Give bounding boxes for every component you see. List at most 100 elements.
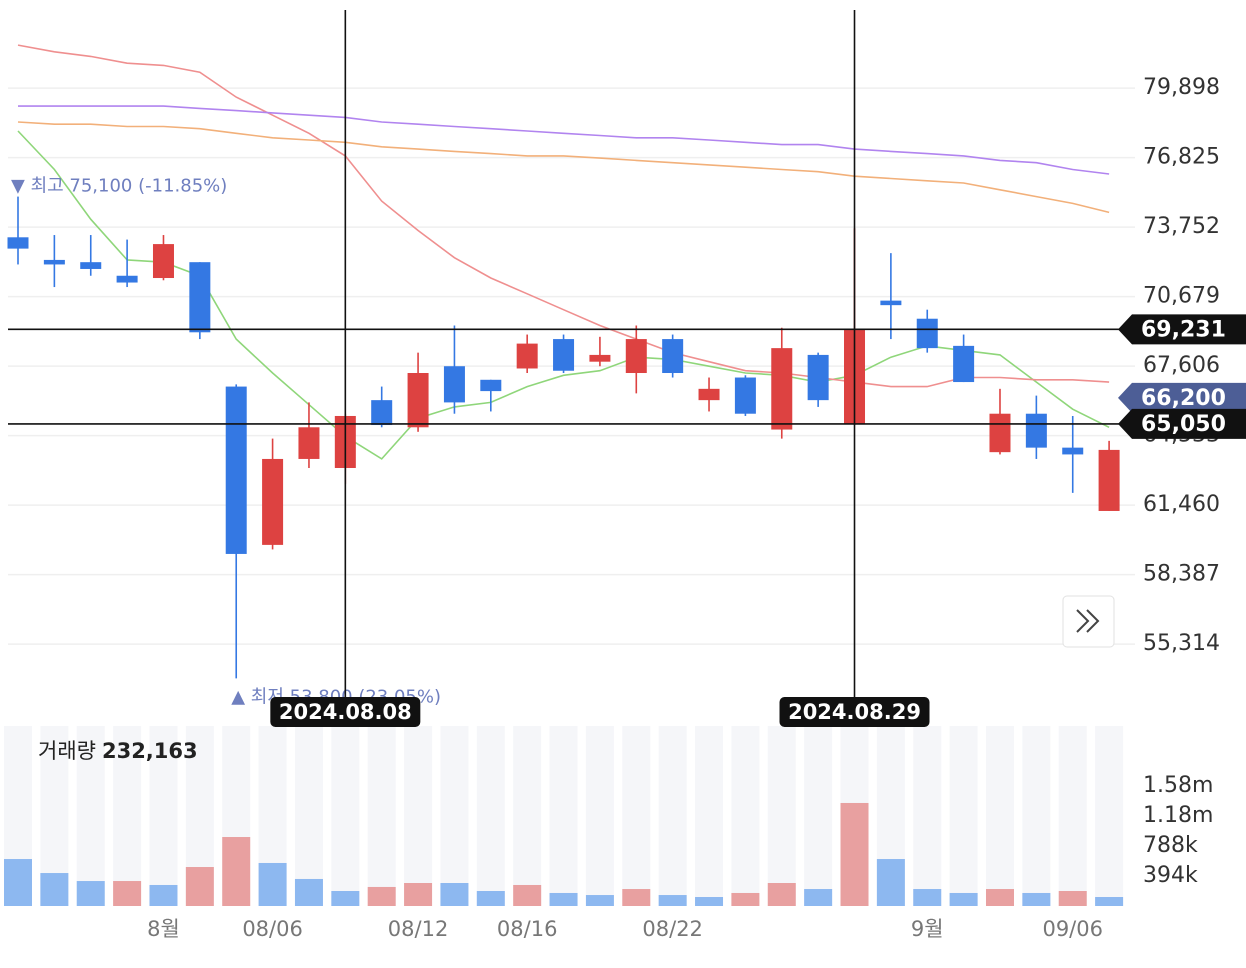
volume-band (658, 726, 687, 906)
candle-body (480, 379, 502, 392)
x-tick-label: 08/12 (388, 917, 449, 941)
volume-bar (840, 802, 869, 906)
date-badge (270, 697, 421, 727)
volume-title-name: 거래량 (38, 739, 96, 763)
volume-bar (404, 883, 433, 906)
volume-bar (1058, 891, 1087, 906)
volume-bar (913, 889, 942, 906)
volume-band (549, 726, 578, 906)
candle-body (43, 259, 65, 265)
volume-bar (331, 891, 360, 906)
volume-band (585, 726, 614, 906)
x-tick-label: 08/06 (242, 917, 303, 941)
x-tick-label: 08/16 (497, 917, 558, 941)
volume-bar (367, 886, 396, 906)
scroll-button[interactable] (1062, 595, 1115, 648)
volume-bar (1022, 892, 1051, 906)
candle-body (916, 318, 938, 349)
x-tick-label: 9월 (911, 917, 944, 941)
candle-body (516, 343, 538, 369)
y-tick-label: 394k (1143, 863, 1198, 888)
x-tick-label: 08/22 (642, 917, 703, 941)
volume-bar (658, 895, 687, 906)
volume-bar (585, 895, 614, 906)
price-badge-label: 66,200 (1141, 386, 1226, 411)
volume-bar (294, 878, 323, 906)
volume-band (804, 726, 833, 906)
volume-band (913, 726, 942, 906)
volume-band (1058, 726, 1087, 906)
candle-body (771, 348, 793, 430)
volume-band (76, 726, 105, 906)
volume-band (367, 726, 396, 906)
volume-band (476, 726, 505, 906)
plot: 55,31458,38761,46064,53367,60670,67973,7… (7, 10, 1220, 707)
moving-average-line (17, 44, 1110, 388)
x-tick-label: 8월 (147, 917, 180, 941)
volume-bar (76, 881, 105, 906)
volume-bar (185, 867, 214, 906)
date-label: 2024.08.29 (788, 700, 921, 724)
volume-bar (149, 884, 178, 906)
candle-body (880, 300, 902, 306)
y-tick-label: 55,314 (1143, 631, 1220, 656)
volume-band (1095, 726, 1124, 906)
candle-body (989, 413, 1011, 453)
volume-title: 거래량 232,163 (38, 739, 198, 763)
volume-bar (695, 897, 724, 906)
price-badge (1118, 382, 1246, 413)
volume-bar (222, 837, 251, 906)
high-annotation: ▼ 최고 75,100 (-11.85%) (11, 176, 227, 197)
volume-bar (622, 889, 651, 906)
volume-band (731, 726, 760, 906)
volume-band (440, 726, 469, 906)
volume-band (331, 726, 360, 906)
volume-bar (113, 881, 142, 906)
candle-body (371, 400, 393, 426)
price-badge (1118, 408, 1246, 439)
y-tick-label: 76,825 (1143, 145, 1220, 170)
candle-body (807, 354, 829, 401)
candle-body (1098, 449, 1120, 511)
volume-bar (549, 892, 578, 906)
y-tick-label: 73,752 (1143, 214, 1220, 239)
y-tick-label: 1.58m (1143, 773, 1213, 798)
candle-body (734, 377, 756, 414)
price-badge-label: 65,050 (1141, 412, 1226, 437)
candle-body (443, 366, 465, 403)
volume-band (949, 726, 978, 906)
y-tick-label: 70,679 (1143, 284, 1220, 309)
volume-bar (513, 884, 542, 906)
candle-body (625, 339, 647, 374)
price-badge (1118, 314, 1246, 345)
volume-band (1022, 726, 1051, 906)
moving-average-line (17, 121, 1110, 214)
volume-bar (258, 862, 287, 906)
volume-bar (804, 889, 833, 906)
volume-bar (949, 892, 978, 906)
volume-band (985, 726, 1014, 906)
x-tick-label: 09/06 (1042, 917, 1103, 941)
volume-bar (1095, 897, 1124, 906)
candle-body (589, 354, 611, 362)
candle-body (298, 427, 320, 459)
y-tick-label: 788k (1143, 833, 1198, 858)
volume-bar (876, 859, 905, 906)
volume-band (513, 726, 542, 906)
candle-body (116, 275, 138, 283)
candle-body (80, 262, 102, 269)
volume-bar (440, 883, 469, 906)
volume-band (113, 726, 142, 906)
chevron-icon[interactable] (1076, 609, 1100, 633)
y-tick-label: 1.18m (1143, 803, 1213, 828)
volume-bar (476, 891, 505, 906)
volume-band (767, 726, 796, 906)
candle-body (7, 237, 29, 249)
candle-body (1062, 447, 1084, 455)
candle-body (152, 244, 174, 279)
date-label: 2024.08.08 (279, 700, 412, 724)
candle-body (553, 339, 575, 371)
y-tick-label: 67,606 (1143, 353, 1220, 378)
volume-title-value: 232,163 (102, 739, 198, 763)
